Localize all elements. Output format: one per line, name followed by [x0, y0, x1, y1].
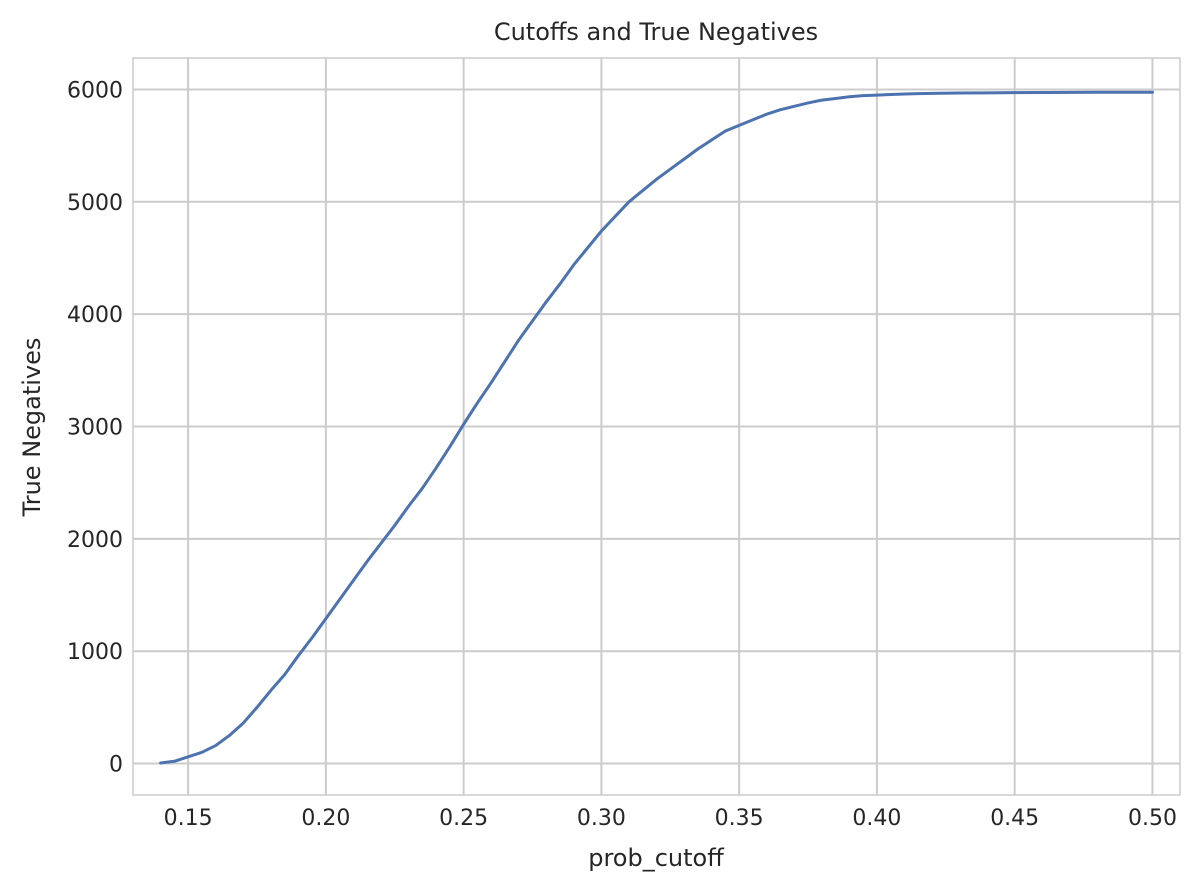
x-tick-label: 0.50 [1128, 806, 1177, 831]
x-tick-labels: 0.15 0.20 0.25 0.30 0.35 0.40 0.45 0.50 [164, 806, 1177, 831]
grid [133, 58, 1180, 795]
x-tick-label: 0.40 [852, 806, 901, 831]
x-tick-label: 0.30 [577, 806, 626, 831]
y-tick-label: 6000 [67, 78, 123, 103]
chart-title: Cutoffs and True Negatives [494, 18, 818, 46]
y-tick-label: 5000 [67, 191, 123, 216]
y-tick-label: 4000 [67, 303, 123, 328]
y-tick-label: 2000 [67, 528, 123, 553]
x-tick-label: 0.35 [715, 806, 764, 831]
y-tick-labels: 0 1000 2000 3000 4000 5000 6000 [67, 78, 123, 777]
x-axis-label: prob_cutoff [588, 844, 724, 872]
x-tick-label: 0.25 [439, 806, 488, 831]
x-tick-label: 0.15 [164, 806, 213, 831]
y-axis-label: True Negatives [18, 338, 46, 518]
y-tick-label: 3000 [67, 416, 123, 441]
x-tick-label: 0.20 [301, 806, 350, 831]
y-tick-label: 0 [109, 753, 123, 778]
plot-frame [132, 57, 1181, 796]
series-line [159, 90, 1154, 765]
y-tick-label: 1000 [67, 640, 123, 665]
x-tick-label: 0.45 [990, 806, 1039, 831]
